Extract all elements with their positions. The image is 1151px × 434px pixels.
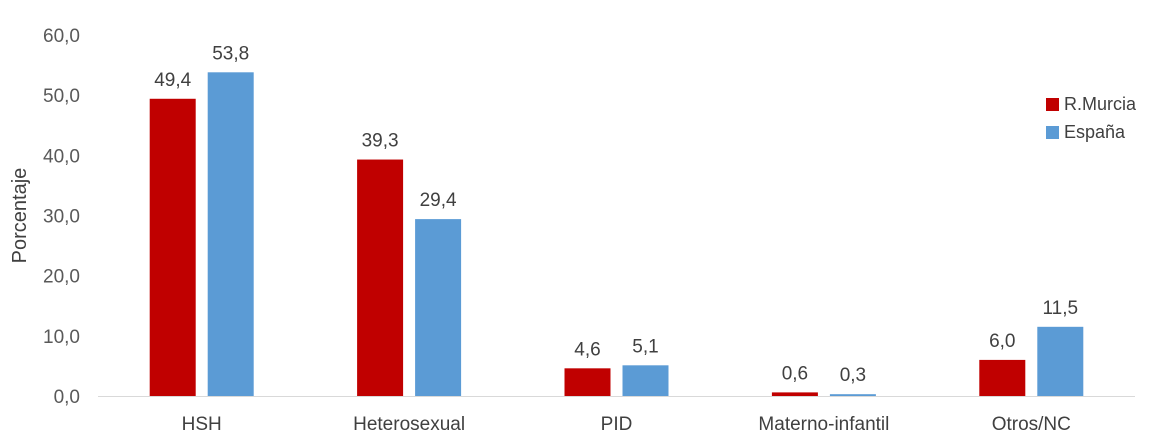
bar [1037,326,1084,396]
data-label: 4,6 [574,339,600,360]
data-label: 11,5 [1043,298,1079,319]
legend-swatch [1046,98,1059,111]
legend-label: R.Murcia [1064,94,1137,114]
y-axis: 0,0 10,0 20,0 30,0 40,0 50,0 60,0 [43,26,80,408]
bar [564,368,611,396]
bars [149,72,1084,396]
y-tick-label: 10,0 [43,327,80,348]
y-tick-label: 0,0 [54,387,80,408]
bar [207,72,254,396]
data-label: 5,1 [632,336,658,357]
data-label: 0,6 [782,363,808,384]
data-label: 53,8 [212,43,249,64]
x-tick-label: HSH [182,414,222,434]
data-label: 39,3 [362,131,399,152]
x-tick-label: Heterosexual [353,414,465,434]
x-tick-label: Otros/NC [992,414,1071,434]
data-label: 6,0 [989,331,1015,352]
bar [415,219,462,396]
x-tick-label: Materno-infantil [758,414,889,434]
data-label: 29,4 [420,190,457,211]
bar [149,98,196,396]
y-tick-label: 40,0 [43,146,80,167]
y-tick-label: 50,0 [43,86,80,107]
y-tick-label: 20,0 [43,267,80,288]
legend-label: España [1064,122,1126,142]
bar [979,359,1026,396]
y-axis-title: Porcentaje [9,168,31,264]
y-tick-label: 30,0 [43,207,80,228]
legend: R.Murcia España [1046,94,1137,142]
bar [771,392,818,396]
data-label: 49,4 [154,70,191,91]
data-label: 0,3 [840,365,866,386]
legend-swatch [1046,126,1059,139]
data-labels: 49,4 53,8 39,3 29,4 4,6 5,1 0,6 0,3 6,0 11,5 [154,43,1078,386]
bar [357,159,404,396]
x-tick-label: PID [601,414,633,434]
bar [829,394,876,396]
bar [622,365,669,396]
y-tick-label: 60,0 [43,26,80,47]
x-axis-labels: HSH Heterosexual PID Materno-infantil Otros/… [182,414,1071,434]
